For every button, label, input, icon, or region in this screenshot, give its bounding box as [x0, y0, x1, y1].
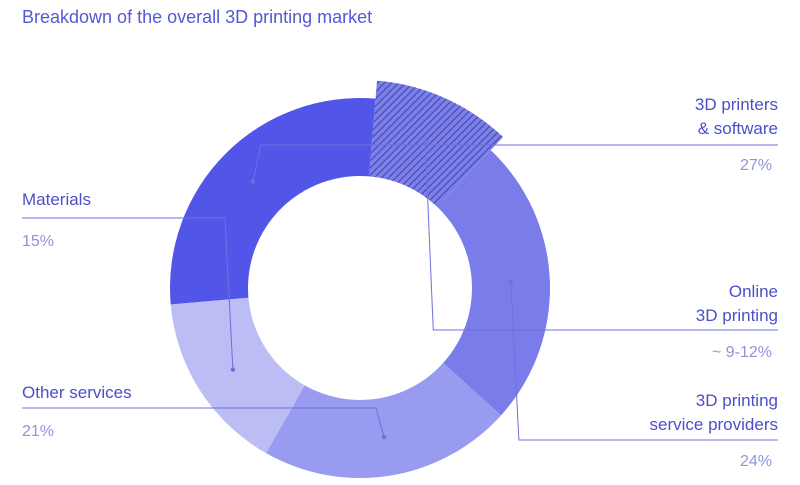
- leader-dot-0: [250, 179, 256, 184]
- slices: [170, 80, 551, 479]
- slice-label-1-line-1: 3D printing: [696, 306, 778, 325]
- slice-2: [437, 150, 551, 416]
- slice-value-0: 27%: [740, 157, 772, 174]
- slice-label-1-line-0: Online: [729, 282, 778, 301]
- slice-0: [170, 98, 376, 305]
- leader-line-4: [22, 217, 234, 370]
- leader-line-2: [510, 282, 778, 441]
- slice-label-0-line-0: 3D printers: [695, 95, 778, 114]
- leader-dot-3: [381, 434, 387, 440]
- leader-dot-4: [230, 367, 236, 372]
- slice-value-1: ~ 9-12%: [712, 344, 772, 361]
- slice-value-3: 21%: [22, 423, 54, 440]
- leader-line-0: [252, 144, 778, 182]
- leader-line-1: [424, 141, 778, 331]
- slice-value-4: 15%: [22, 233, 54, 250]
- slice-4: [170, 297, 305, 454]
- slice-1: [369, 80, 504, 207]
- leader-line-3: [22, 407, 385, 438]
- slice-label-0-line-1: & software: [698, 119, 778, 138]
- slice-label-2-line-0: 3D printing: [696, 391, 778, 410]
- slice-label-4-line-0: Materials: [22, 190, 91, 209]
- slice-3: [266, 363, 502, 479]
- leader-dot-1: [423, 139, 428, 145]
- leader-dot-2: [508, 279, 514, 285]
- chart-title: Breakdown of the overall 3D printing mar…: [22, 7, 372, 27]
- slice-value-2: 24%: [740, 453, 772, 470]
- slice-labels: 3D printers & software 27% Online 3D printin…: [22, 95, 778, 470]
- slice-label-3-line-0: Other services: [22, 383, 132, 402]
- leader-lines: [22, 139, 778, 441]
- slice-label-2-line-1: service providers: [650, 415, 779, 434]
